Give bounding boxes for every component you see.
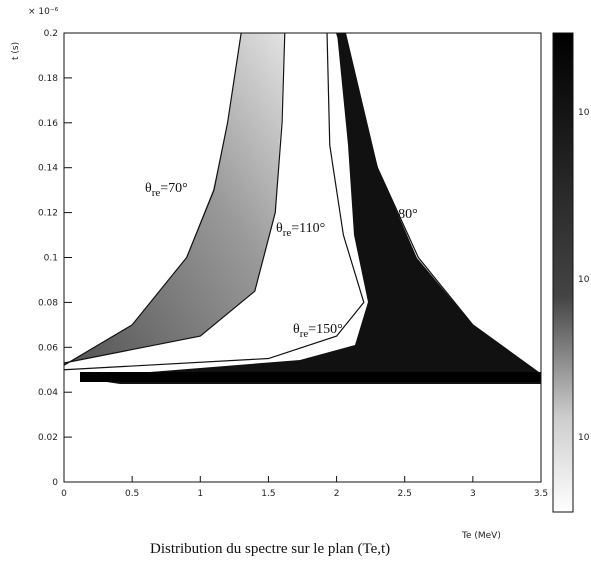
label: =110°: [291, 221, 325, 236]
y-tick-label: 0.02: [38, 433, 58, 443]
x-tick-label: 2.5: [398, 489, 412, 499]
symbol: θ: [145, 181, 152, 196]
contour-label: θre=110°: [276, 221, 325, 239]
contour-line: [63, 32, 286, 364]
subscript: re: [283, 227, 292, 239]
plot-frame: [63, 32, 542, 483]
contour-label: θre=150°: [293, 322, 343, 340]
y-tick-label: 0.08: [38, 298, 58, 308]
symbol: θ: [293, 322, 300, 337]
label: =180°: [383, 207, 418, 222]
density-band: [80, 372, 541, 382]
contour-label: θre=180°: [368, 207, 418, 225]
x-tick-label: 0.5: [125, 489, 139, 499]
colorbar-label: 10: [578, 108, 590, 118]
subscript: re: [152, 187, 161, 199]
subscript: re: [375, 213, 384, 225]
subscript: re: [300, 328, 309, 340]
colorbar: [552, 32, 574, 513]
x-tick-label: 0: [61, 489, 67, 499]
y-tick-label: 0: [52, 478, 58, 488]
x-tick-label: 1.5: [261, 489, 275, 499]
x-tick-label: 2: [334, 489, 340, 499]
contour-line: [335, 32, 542, 375]
y-tick-label: 0.04: [38, 388, 58, 398]
x-tick-label: 1: [197, 489, 203, 499]
symbol: θ: [276, 221, 283, 236]
y-tick-label: 0.16: [38, 119, 58, 129]
density-region: [64, 33, 284, 365]
symbol: θ: [368, 207, 375, 222]
label: =70°: [160, 181, 188, 196]
x-axis-title: Distribution du spectre sur le plan (Te,…: [150, 541, 390, 557]
y-tick-label: 0.06: [38, 343, 58, 353]
y-tick-label: 0.12: [38, 209, 58, 219]
y-tick-label: 0.18: [38, 74, 58, 84]
x-unit-label: Te (MeV): [461, 531, 501, 541]
x-tick-label: 3: [470, 489, 476, 499]
y-tick-label: 0.14: [38, 164, 58, 174]
label: =150°: [308, 322, 343, 337]
density-region: [80, 33, 541, 384]
y-multiplier: × 10⁻⁶: [28, 7, 59, 17]
y-tick-label: 0.1: [44, 254, 58, 264]
contour-label: θre=70°: [145, 181, 188, 199]
y-axis-title: t (s): [11, 42, 21, 60]
colorbar-label: 10: [578, 275, 590, 285]
contour-line: [63, 32, 365, 371]
y-tick-label: 0.2: [44, 29, 58, 39]
colorbar-label: 10: [578, 433, 590, 443]
contour-line: [63, 32, 242, 366]
x-tick-label: 3.5: [534, 489, 548, 499]
